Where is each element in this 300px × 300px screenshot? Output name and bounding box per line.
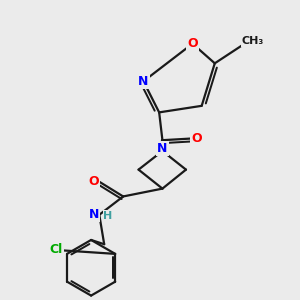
Text: O: O xyxy=(187,37,198,50)
Text: N: N xyxy=(89,208,99,221)
Text: N: N xyxy=(138,75,148,88)
Text: O: O xyxy=(191,132,202,145)
Text: Cl: Cl xyxy=(49,243,63,256)
Text: CH₃: CH₃ xyxy=(242,36,264,46)
Text: N: N xyxy=(157,142,168,155)
Text: H: H xyxy=(103,211,113,221)
Text: O: O xyxy=(89,175,99,188)
